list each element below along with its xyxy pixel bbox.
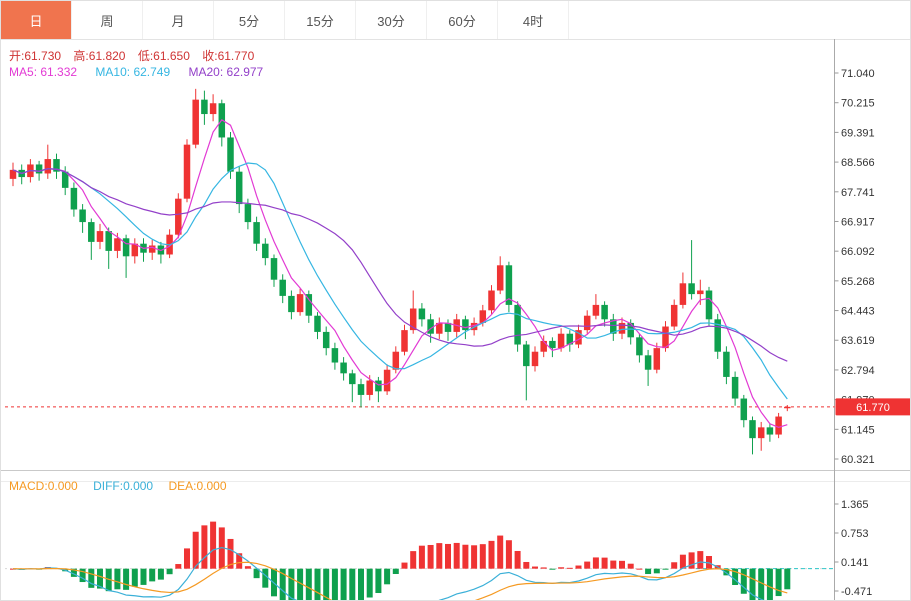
ohlc-high: 高:61.820: [73, 49, 126, 63]
ohlc-close: 收:61.770: [202, 49, 255, 63]
svg-text:0.141: 0.141: [841, 557, 869, 569]
svg-text:66.917: 66.917: [841, 216, 875, 228]
svg-text:61.770: 61.770: [856, 402, 890, 414]
svg-text:69.391: 69.391: [841, 127, 875, 139]
tab-30min[interactable]: 30分: [356, 1, 427, 39]
svg-text:61.145: 61.145: [841, 424, 875, 436]
tab-15min[interactable]: 15分: [285, 1, 356, 39]
chart-area[interactable]: 71.040 70.215 69.391 68.566 67.741 66.917 66.0…: [1, 39, 911, 601]
ohlc-open: 开:61.730: [9, 49, 62, 63]
macd-histogram: [10, 521, 791, 600]
dea-value: DEA:0.000: [168, 479, 227, 493]
diff-value: DIFF:0.000: [93, 479, 154, 493]
svg-text:71.040: 71.040: [841, 68, 875, 80]
ma5-readout: MA5: 61.332: [9, 65, 78, 79]
svg-text:67.741: 67.741: [841, 187, 875, 199]
tab-60min[interactable]: 60分: [427, 1, 498, 39]
ma20-line: [12, 168, 788, 362]
period-toolbar: 日 周 月 5分 15分 30分 60分 4时: [1, 1, 910, 40]
svg-text:60.321: 60.321: [841, 454, 875, 466]
svg-text:70.215: 70.215: [841, 98, 875, 110]
svg-text:63.619: 63.619: [841, 335, 875, 347]
candles-layer: [9, 88, 791, 455]
svg-text:64.443: 64.443: [841, 306, 875, 318]
diff-line: [12, 546, 765, 600]
candlestick-macd-canvas[interactable]: 71.040 70.215 69.391 68.566 67.741 66.917 66.0…: [1, 39, 911, 601]
ohlc-low: 低:61.650: [137, 49, 190, 63]
macd-value: MACD:0.000: [9, 479, 78, 493]
tab-day[interactable]: 日: [1, 1, 72, 39]
ma20-readout: MA20: 62.977: [188, 65, 264, 79]
svg-text:68.566: 68.566: [841, 157, 875, 169]
svg-text:-0.471: -0.471: [841, 586, 872, 598]
tab-5min[interactable]: 5分: [214, 1, 285, 39]
ohlc-readout: 开:61.730 高:61.820 低:61.650 收:61.770: [9, 47, 263, 64]
ma10-line: [12, 162, 788, 400]
macd-readout: MACD:0.000 DIFF:0.000 DEA:0.000: [9, 479, 239, 493]
svg-text:66.092: 66.092: [841, 246, 875, 258]
ma10-readout: MA10: 62.749: [95, 65, 171, 79]
current-price-badge: 61.770: [835, 398, 910, 416]
tab-week[interactable]: 周: [72, 1, 143, 39]
svg-text:1.365: 1.365: [841, 499, 869, 511]
tab-month[interactable]: 月: [143, 1, 214, 39]
svg-text:0.753: 0.753: [841, 528, 869, 540]
svg-text:62.794: 62.794: [841, 365, 875, 377]
macd-axis-labels: 1.365 0.753 0.141 -0.471: [834, 499, 872, 598]
ma5-line: [12, 119, 788, 428]
dea-line: [12, 561, 788, 600]
ma-readout: MA5: 61.332 MA10: 62.749 MA20: 62.977: [9, 65, 278, 79]
tab-4hour[interactable]: 4时: [498, 1, 569, 39]
svg-text:65.268: 65.268: [841, 276, 875, 288]
